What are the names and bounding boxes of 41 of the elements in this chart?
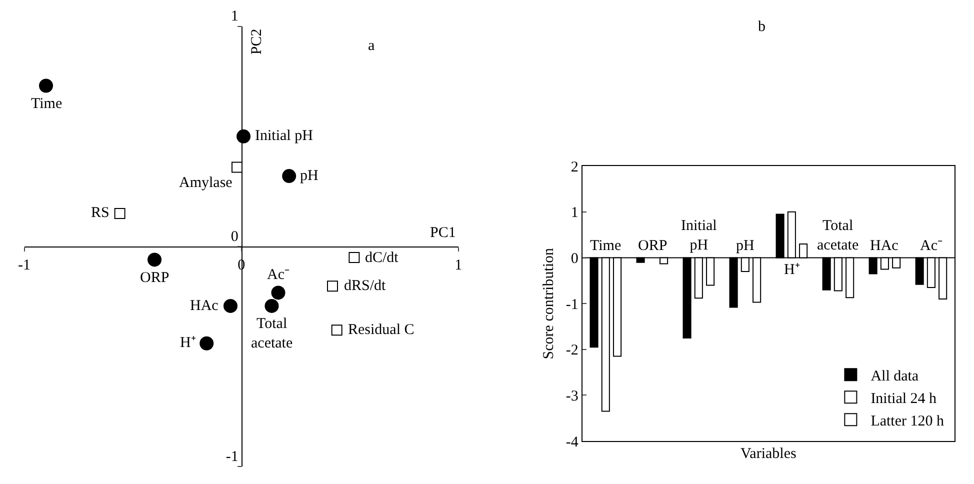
legend-label: Latter 120 h — [870, 413, 944, 430]
chart-title: b — [758, 19, 766, 35]
annotation: Ac⁻ — [267, 267, 290, 283]
y-tick-label: -1 — [226, 448, 238, 465]
category-label: H⁺ — [784, 262, 800, 278]
annotation: Initial pH — [255, 128, 314, 144]
legend-label: Initial 24 h — [870, 390, 938, 407]
y-axis-title: PC2 — [249, 28, 266, 55]
annotation: ORP — [140, 270, 170, 286]
annotation: Time — [31, 96, 62, 112]
y-tick-label: -4 — [566, 434, 579, 450]
annotation: HAc — [190, 298, 219, 314]
annotation: dC/dt — [365, 250, 400, 266]
x-axis-title: PC1 — [430, 225, 456, 241]
legend-label: All data — [870, 368, 919, 384]
y-tick-label: 1 — [570, 205, 578, 222]
category-label: Time — [590, 238, 622, 254]
annotation: dRS/dt — [344, 278, 387, 294]
category-label: Initial pH — [681, 218, 717, 254]
y-tick-label: 2 — [570, 159, 578, 176]
y-tick-label: -3 — [566, 388, 578, 404]
y-tick-label: 1 — [230, 8, 238, 25]
x-tick-label: -1 — [18, 257, 31, 274]
category-label: Total acetate — [817, 218, 859, 254]
category-label: Ac⁻ — [920, 238, 942, 254]
text: a — [368, 38, 375, 54]
annotation: Residual C — [348, 322, 414, 338]
y-tick-label: 0 — [230, 228, 238, 245]
y-tick-label: -1 — [566, 296, 578, 313]
y-axis-title: Score contribution — [541, 247, 558, 360]
x-tick-label: 1 — [454, 257, 462, 274]
annotation: H⁺ — [180, 335, 196, 351]
annotation: Total acetate — [251, 316, 293, 352]
category-label: HAc — [870, 238, 898, 254]
annotation: Amylase — [179, 175, 233, 191]
category-label: ORP — [638, 238, 668, 254]
category-label: pH — [736, 238, 754, 254]
annotation: pH — [300, 168, 318, 184]
y-tick-label: -2 — [566, 342, 578, 359]
x-axis-title: Variables — [740, 446, 796, 462]
annotation: RS — [91, 205, 110, 221]
